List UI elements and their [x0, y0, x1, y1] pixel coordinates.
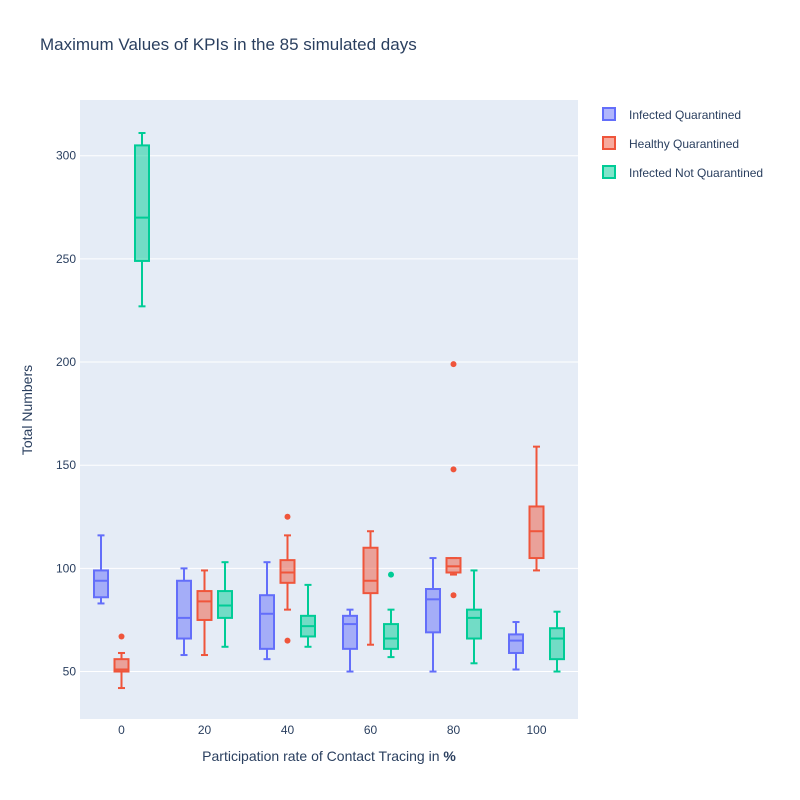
box-2-0 [113, 633, 130, 690]
legend-label: Infected Not Quarantined [629, 166, 763, 180]
box-series [93, 132, 565, 690]
box-1-20 [176, 567, 192, 657]
box-body [508, 633, 524, 654]
grid-lines [80, 155, 578, 673]
x-axis-title: Participation rate of Contact Tracing in… [202, 748, 456, 764]
y-tick-label: 250 [56, 252, 76, 266]
box-2-80 [445, 361, 462, 599]
chart-title: Maximum Values of KPIs in the 85 simulat… [40, 35, 417, 54]
outlier-point [284, 513, 291, 520]
x-tick-label: 0 [118, 723, 125, 737]
box-2-20 [196, 569, 213, 657]
y-axis-title: Total Numbers [19, 365, 35, 455]
box-2-100 [528, 445, 545, 572]
box-body [342, 614, 358, 650]
x-tick-label: 40 [281, 723, 295, 737]
box-body [113, 658, 130, 673]
y-tick-label: 300 [56, 149, 76, 163]
legend[interactable]: Infected Quarantined Healthy Quarantined I… [602, 107, 763, 180]
box-body [176, 579, 192, 640]
box-1-100 [508, 621, 524, 671]
box-body [279, 559, 296, 584]
y-tick-label: 200 [56, 355, 76, 369]
legend-swatch [602, 165, 616, 179]
outlier-point [450, 361, 457, 368]
legend-label: Healthy Quarantined [629, 137, 739, 151]
x-tick-label: 60 [364, 723, 378, 737]
box-1-0 [93, 534, 109, 605]
box-3-80 [466, 569, 482, 665]
legend-label: Infected Quarantined [629, 108, 741, 122]
y-tick-label: 100 [56, 561, 76, 575]
box-1-40 [259, 561, 275, 661]
box-3-0 [134, 132, 150, 308]
box-body [466, 608, 482, 640]
legend-swatch [602, 107, 616, 121]
box-3-100 [549, 610, 565, 673]
plot-background [80, 100, 578, 719]
box-2-40 [279, 513, 296, 644]
box-body [362, 546, 379, 595]
legend-item[interactable]: Healthy Quarantined [602, 136, 739, 151]
outlier-point [388, 571, 394, 578]
x-axis-title-unit: % [443, 748, 456, 764]
outlier-point [284, 637, 291, 644]
box-body [134, 144, 150, 262]
outlier-point [450, 466, 457, 473]
box-body [445, 557, 462, 574]
box-2-60 [362, 530, 379, 646]
box-3-60 [383, 571, 399, 659]
x-axis-ticks: 0 20 40 60 80 100 [118, 723, 547, 737]
box-body [528, 505, 545, 560]
y-tick-label: 50 [63, 665, 77, 679]
y-axis-ticks: 50 100 150 200 250 300 [56, 149, 76, 679]
x-tick-label: 20 [198, 723, 212, 737]
y-tick-label: 150 [56, 458, 76, 472]
box-1-80 [425, 557, 441, 673]
box-body [425, 588, 441, 634]
x-axis-title-text: Participation rate of Contact Tracing in [202, 748, 443, 764]
x-tick-label: 80 [447, 723, 461, 737]
outlier-point [118, 633, 125, 640]
x-tick-label: 100 [526, 723, 546, 737]
legend-swatch [602, 136, 616, 150]
box-body [93, 569, 109, 599]
box-1-60 [342, 608, 358, 673]
legend-item[interactable]: Infected Quarantined [602, 107, 741, 122]
box-body [217, 590, 233, 619]
outlier-point [450, 592, 457, 599]
box-body [259, 594, 275, 650]
box-3-40 [300, 583, 316, 648]
box-body [383, 623, 399, 650]
box-body [196, 590, 213, 621]
box-3-20 [217, 561, 233, 648]
box-body [549, 627, 565, 661]
legend-item[interactable]: Infected Not Quarantined [602, 165, 763, 180]
